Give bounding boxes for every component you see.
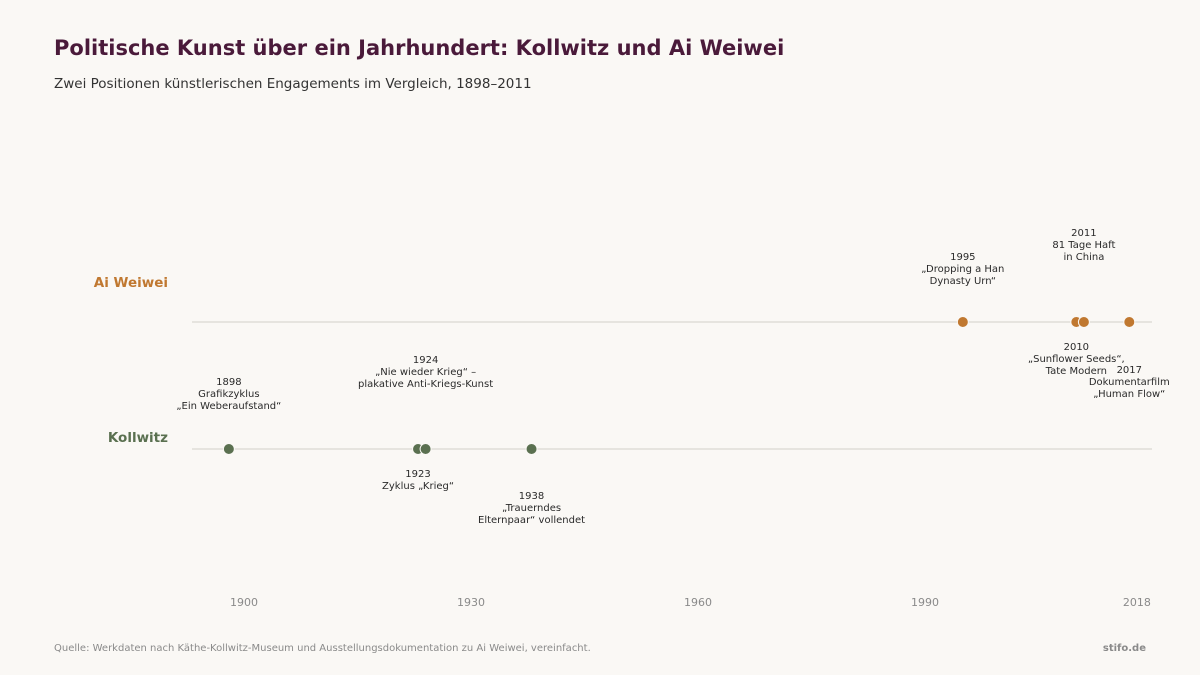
event-label-line: 1923 (405, 469, 430, 480)
event-label-kollwitz-1924: 1924 „Nie wieder Krieg“ – plakative Anti-K… (358, 355, 493, 390)
event-label-line: 81 Tage Haft (1052, 240, 1115, 251)
source-note: Quelle: Werkdaten nach Käthe-Kollwitz-Mu… (54, 643, 591, 654)
event-label-line: „Human Flow“ (1093, 389, 1165, 400)
x-tick-label: 1990 (911, 596, 939, 609)
event-label-ai-weiwei-2010: 2010 „Sunflower Seeds“, Tate Modern (1028, 342, 1125, 377)
chart-title: Politische Kunst über ein Jahrhundert: K… (54, 36, 785, 60)
event-label-ai-weiwei-2017: 2017 Dokumentarfilm „Human Flow“ (1089, 365, 1170, 400)
event-label-line: 2011 (1071, 228, 1096, 239)
event-label-line: „Dropping a Han (921, 264, 1004, 275)
event-label-ai-weiwei-1995: 1995 „Dropping a Han Dynasty Urn“ (921, 252, 1004, 287)
x-tick-label: 2018 (1123, 596, 1151, 609)
event-label-kollwitz-1938: 1938 „Trauerndes Elternpaar“ vollendet (478, 491, 585, 526)
chart-subtitle: Zwei Positionen künstlerischen Engagemen… (54, 76, 532, 92)
event-marker-ai-weiwei-2011[interactable] (1077, 316, 1090, 328)
event-label-line: „Sunflower Seeds“, (1028, 354, 1125, 365)
event-label-line: Zyklus „Krieg“ (382, 481, 454, 492)
event-marker-kollwitz-1938[interactable] (525, 443, 538, 455)
event-marker-ai-weiwei-2017[interactable] (1123, 316, 1136, 328)
event-label-line: plakative Anti-Kriegs-Kunst (358, 379, 493, 390)
event-label-line: „Ein Weberaufstand“ (176, 401, 281, 412)
x-tick-label: 1930 (457, 596, 485, 609)
event-label-line: 1938 (519, 491, 544, 502)
event-label-line: Elternpaar“ vollendet (478, 515, 585, 526)
event-label-ai-weiwei-2011: 2011 81 Tage Haft in China (1052, 228, 1115, 263)
event-marker-kollwitz-1898[interactable] (222, 443, 235, 455)
x-tick-label: 1960 (684, 596, 712, 609)
event-label-line: Dynasty Urn“ (930, 276, 996, 287)
event-label-line: in China (1063, 252, 1104, 263)
event-label-line: Dokumentarfilm (1089, 377, 1170, 388)
lane-label-ai-weiwei: Ai Weiwei (94, 275, 168, 291)
event-label-kollwitz-1898: 1898 Grafikzyklus „Ein Weberaufstand“ (176, 377, 281, 412)
event-label-line: 1995 (950, 252, 975, 263)
event-label-line: „Nie wieder Krieg“ – (375, 367, 476, 378)
event-label-line: 2010 (1064, 342, 1089, 353)
brand-label[interactable]: stifo.de (1102, 643, 1146, 654)
event-label-line: Grafikzyklus (198, 389, 259, 400)
event-label-kollwitz-1923: 1923 Zyklus „Krieg“ (382, 469, 454, 492)
event-marker-kollwitz-1924[interactable] (419, 443, 432, 455)
event-label-line: 2017 (1117, 365, 1142, 376)
event-label-line: 1898 (216, 377, 241, 388)
x-tick-label: 1900 (230, 596, 258, 609)
lane-label-kollwitz: Kollwitz (108, 430, 168, 446)
event-marker-ai-weiwei-1995[interactable] (956, 316, 969, 328)
event-label-line: 1924 (413, 355, 438, 366)
event-label-line: Tate Modern (1045, 366, 1107, 377)
event-label-line: „Trauerndes (502, 503, 561, 514)
